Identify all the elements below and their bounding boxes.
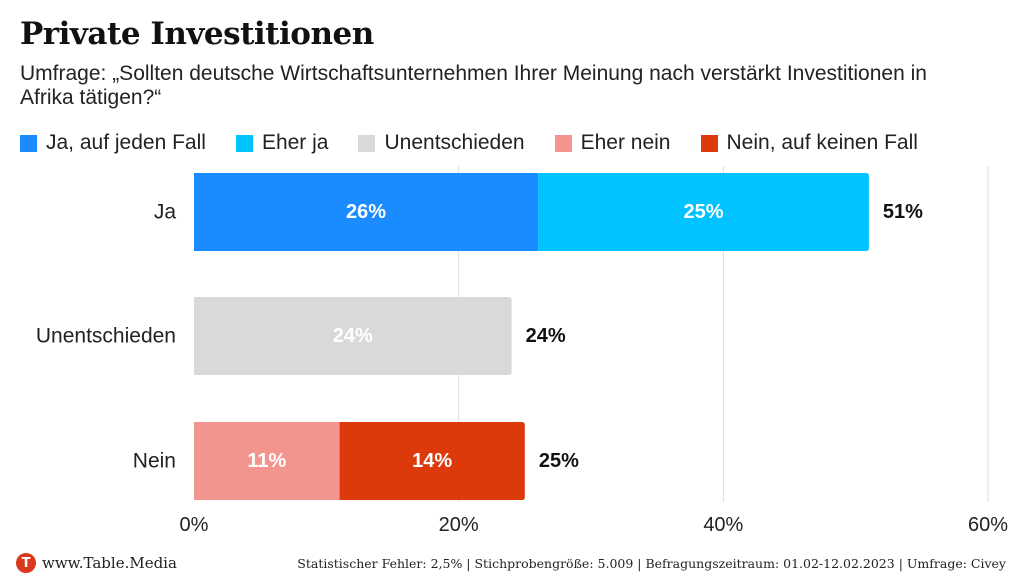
x-tick-label: 40% xyxy=(703,514,743,536)
chart-title: Private Investitionen xyxy=(20,16,374,52)
legend: Ja, auf jeden Fall Eher ja Unentschieden… xyxy=(20,131,918,155)
table-media-logo-icon: T xyxy=(16,553,36,573)
legend-label: Unentschieden xyxy=(384,131,525,154)
legend-label: Eher ja xyxy=(261,131,329,154)
bar-segment xyxy=(194,173,539,251)
legend-swatch xyxy=(554,134,572,152)
bar-segment xyxy=(194,422,340,500)
legend-swatch xyxy=(700,134,718,152)
legend-item-nein-auf-keinen-fall: Nein, auf keinen Fall xyxy=(700,131,918,155)
data-label: 26% xyxy=(346,201,386,223)
legend-label: Eher nein xyxy=(580,131,671,154)
bar-segment xyxy=(339,422,525,500)
data-label: 25% xyxy=(683,201,723,223)
legend-item-eher-nein: Eher nein xyxy=(554,131,671,155)
brand: T www.Table.Media xyxy=(16,553,177,573)
category-label: Unentschieden xyxy=(36,325,176,348)
total-label: 24% xyxy=(526,325,566,347)
data-label: 11% xyxy=(247,450,286,472)
legend-item-ja-auf-jeden-fall: Ja, auf jeden Fall xyxy=(20,131,206,155)
legend-label: Ja, auf jeden Fall xyxy=(46,131,206,154)
bar-segment xyxy=(194,297,512,375)
legend-item-eher-ja: Eher ja xyxy=(235,131,329,155)
data-label: 14% xyxy=(412,450,452,472)
total-label: 51% xyxy=(883,201,923,223)
category-label: Ja xyxy=(154,201,177,224)
legend-swatch xyxy=(235,134,253,152)
legend-label: Nein, auf keinen Fall xyxy=(726,131,918,154)
total-label: 25% xyxy=(539,450,579,472)
x-tick-label: 20% xyxy=(439,514,479,536)
x-tick-label: 0% xyxy=(180,514,209,536)
legend-item-unentschieden: Unentschieden xyxy=(358,131,525,155)
data-label: 24% xyxy=(333,325,373,347)
chart-subtitle: Umfrage: „Sollten deutsche Wirtschaftsun… xyxy=(20,62,927,109)
footer: T www.Table.Media Statistischer Fehler: … xyxy=(0,552,1024,576)
category-label: Nein xyxy=(133,450,176,473)
source-note: Statistischer Fehler: 2,5% | Stichproben… xyxy=(297,556,1006,571)
brand-url: www.Table.Media xyxy=(42,554,177,572)
bar-segment xyxy=(538,173,869,251)
legend-swatch xyxy=(358,134,376,152)
legend-swatch xyxy=(20,134,37,152)
x-tick-label: 60% xyxy=(968,514,1008,536)
